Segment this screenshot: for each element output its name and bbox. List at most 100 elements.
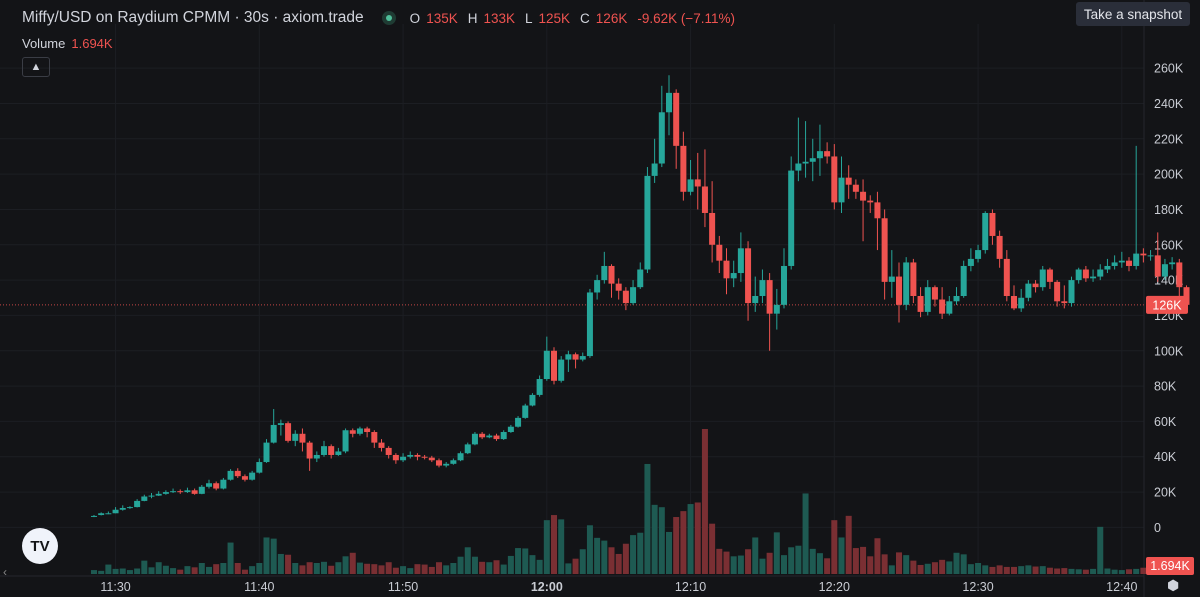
scroll-left-icon[interactable]: ‹ [3,565,7,579]
x-tick-label: 12:30 [962,580,993,594]
candle-body [414,454,421,457]
volume-bar [105,564,112,574]
candle-body [773,304,780,314]
candle-body [356,428,363,434]
x-tick-label: 12:10 [675,580,706,594]
volume-bar [342,556,349,574]
volume-bar [1133,568,1140,574]
candle-body [543,350,550,380]
x-tick-label: 11:40 [244,580,274,594]
last-price-label: 126K [1152,298,1182,312]
volume-bar [658,507,665,574]
candle-body [342,430,349,452]
candle-body [845,177,852,185]
candle-body [565,354,572,360]
volume-bar [586,525,593,574]
volume-bar [486,562,493,574]
volume-bar [745,549,752,574]
ohlc-close-value: 126K [595,10,628,26]
candle-body [673,92,680,146]
candle-body [1140,253,1147,256]
volume-bar [421,564,428,574]
candle-body [256,462,263,473]
candle-body [831,156,838,203]
last-volume-badge [1146,557,1194,575]
candle-body [227,470,234,480]
volume-bar [1025,565,1032,574]
candle-body [105,513,112,515]
volume-bar [119,568,126,574]
candle-body [1003,258,1010,296]
volume-bar [436,562,442,574]
volume-bar [723,551,730,574]
volume-legend: Volume 1.694K [22,36,113,51]
volume-bar [450,562,457,574]
candle-body [241,476,248,480]
volume-bar [716,548,723,574]
candle-body [299,433,306,443]
candle-body [931,287,938,300]
volume-bar [701,429,708,574]
candle-body [249,472,256,480]
candle-body [680,145,687,192]
candle-body [1147,255,1154,257]
x-tick-label: 12:00 [531,580,563,594]
candle-body [622,290,629,304]
volume-bar [1118,570,1125,574]
volume-bar [737,555,744,574]
volume-bar [213,564,220,574]
candle-body [1126,260,1132,266]
volume-bar [917,564,924,574]
volume-bar [464,547,471,574]
candle-body [960,265,967,296]
volume-bar [277,553,284,574]
last-price-badge [1146,295,1188,314]
y-tick-label: 60K [1154,415,1177,429]
ohlc-high-value: 133K [483,10,515,26]
volume-bar [177,569,184,574]
x-tick-label: 12:40 [1106,580,1137,594]
candle-body [874,202,881,219]
volume-bar [292,562,299,574]
volume-bar [795,545,802,574]
candle-body [155,493,162,496]
volume-bar [651,504,658,574]
candle-body [558,359,565,381]
candle-body [457,453,464,461]
volume-bar [637,532,644,574]
volume-bar [881,554,888,574]
volume-bar [852,548,859,574]
volume-bar [299,565,306,574]
collapse-legend-button[interactable]: ▲ [22,57,50,77]
volume-bar [479,561,486,574]
volume-bar [673,517,680,574]
volume-bar [759,558,766,574]
candle-body [184,490,191,493]
volume-bar [285,554,292,574]
volume-bar [385,562,392,574]
candle-body [788,170,795,266]
volume-bar [349,552,356,574]
candle-body [392,454,399,461]
candle-body [737,248,744,274]
chart-legend: Miffy/USD on Raydium CPMM · 30s · axiom.… [22,9,739,27]
candle-body [436,460,442,466]
take-snapshot-button[interactable]: Take a snapshot [1076,2,1190,26]
volume-bar [931,562,938,574]
candle-body [759,280,766,296]
candle-body [694,179,701,187]
volume-bar [313,562,320,574]
last-volume-label: 1.694K [1150,559,1190,573]
ohlc-change: -9.62K (−7.11%) [637,10,736,26]
tradingview-logo-icon[interactable]: TV [22,528,58,564]
candle-body [579,356,586,360]
candle-body [335,451,342,455]
candle-body [881,218,888,282]
settings-hexagon-icon[interactable]: ⬢ [1167,577,1180,593]
candle-body [428,457,435,461]
volume-bar [536,559,543,574]
volume-label: Volume [22,36,66,51]
volume-bar [680,511,687,574]
volume-bar [565,563,572,574]
